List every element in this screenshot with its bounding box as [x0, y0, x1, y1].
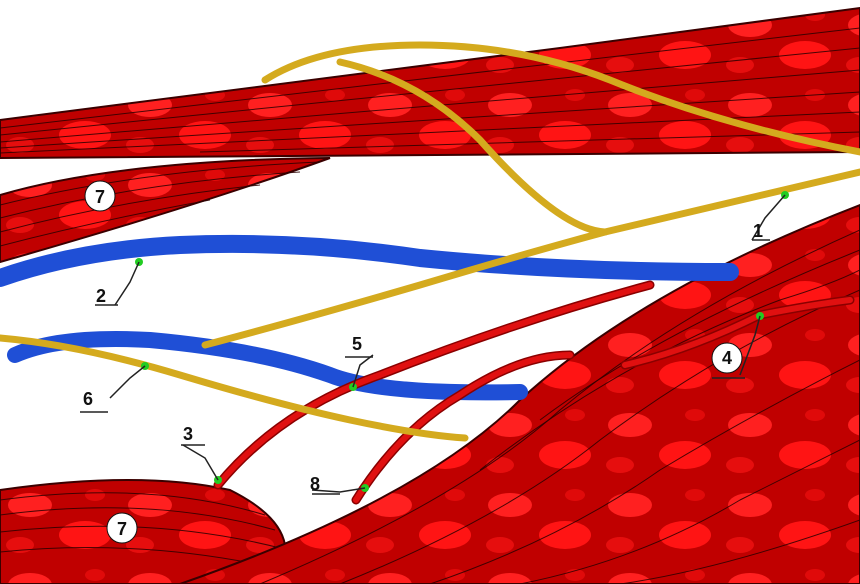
muscle-top-band	[0, 6, 860, 160]
label-5: 5	[352, 334, 362, 354]
leader-lines	[80, 194, 786, 495]
muscle-7-upper	[0, 157, 331, 264]
label-4-circle	[711, 342, 743, 374]
label-7-lower: 7	[117, 519, 127, 539]
label-8: 8	[310, 474, 320, 494]
nerve-1	[201, 168, 860, 349]
label-3: 3	[183, 424, 193, 444]
label-7b-circle	[106, 512, 138, 544]
label-2: 2	[96, 286, 106, 306]
label-4: 4	[722, 348, 732, 368]
nerve-upper-loop	[261, 41, 860, 156]
label-7a-circle	[84, 180, 116, 212]
muscle-lower-right	[179, 203, 860, 584]
vein-5	[7, 331, 528, 401]
vein-2	[0, 234, 739, 287]
muscle-7-lower	[0, 479, 287, 584]
label-7-upper: 7	[95, 187, 105, 207]
label-6: 6	[83, 389, 93, 409]
label-1: 1	[753, 221, 763, 241]
nerve-6	[0, 334, 469, 442]
